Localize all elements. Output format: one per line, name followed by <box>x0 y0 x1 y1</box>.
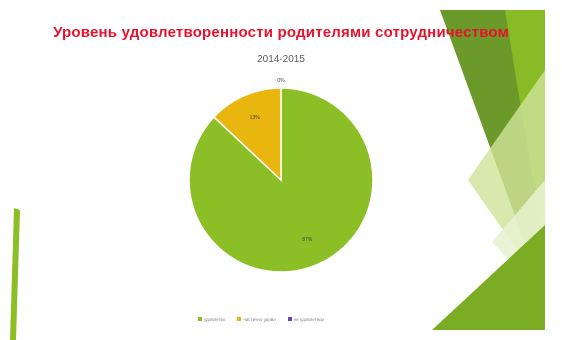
decor-bottom-right-band <box>432 225 545 330</box>
legend-swatch <box>237 317 242 321</box>
chart-subtitle: 2014-2015 <box>257 54 305 65</box>
pie-label-slice-3: 0% <box>277 78 285 84</box>
legend-label: удовлетво <box>204 316 226 322</box>
chart-title: Уровень удовлетворенности родителями сот… <box>53 24 509 41</box>
legend-item-1: удовлетво <box>198 317 225 322</box>
legend-swatch <box>287 317 292 321</box>
decor-left-sliver <box>10 208 20 340</box>
pie-label-slice-2: 13% <box>250 115 261 121</box>
legend-item-2: частично удовл <box>237 316 276 322</box>
legend-swatch <box>198 317 202 321</box>
legend-label: не удовлетвор <box>293 316 324 322</box>
pie-label-slice-1: 87% <box>302 237 313 243</box>
chart-legend: удовлетво частично удовл не удовлетвор <box>198 313 324 325</box>
pie-slice-2 <box>212 87 282 182</box>
legend-item-3: не удовлетвор <box>287 316 324 322</box>
legend-label: частично удовл <box>243 316 276 322</box>
